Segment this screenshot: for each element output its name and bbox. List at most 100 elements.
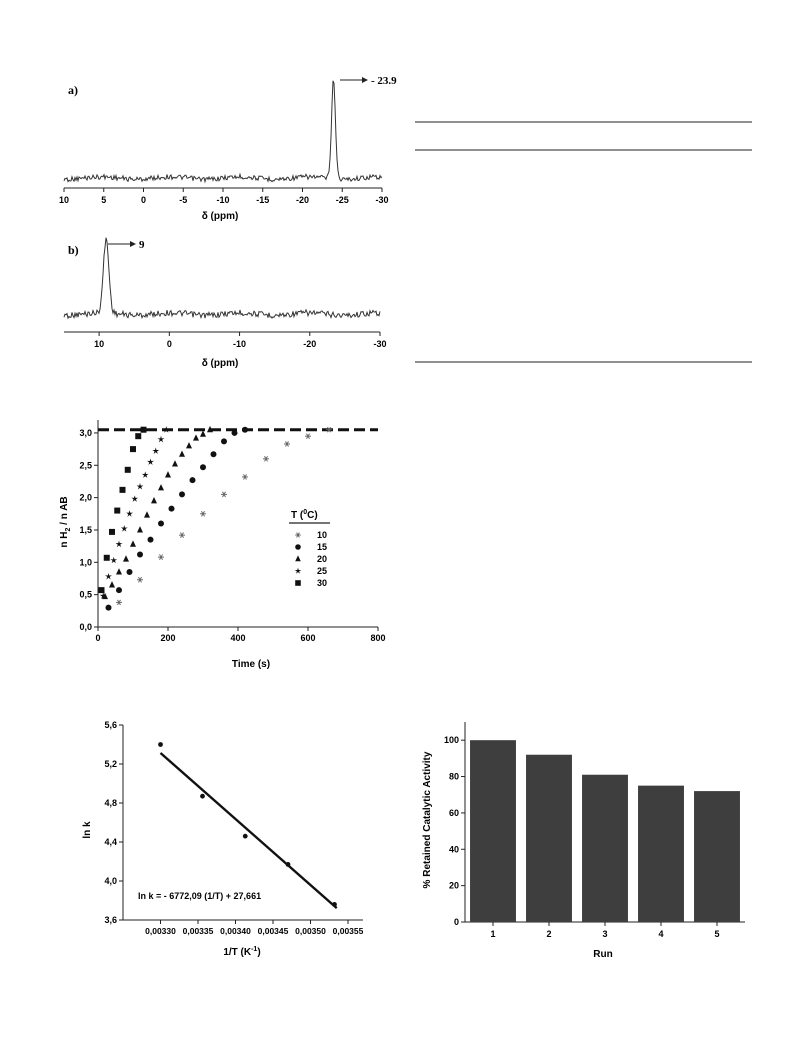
- asterisk-stroke: [306, 433, 310, 440]
- y-tick-label: 40: [449, 844, 459, 854]
- data-point-triangle: [130, 540, 136, 547]
- y-tick-label: 0,5: [79, 590, 92, 600]
- arrhenius-plot: 0,00330 0,00335 0,00340 0,00345 0,00350 0,003…: [82, 720, 364, 958]
- legend-label-10: 10: [317, 530, 327, 540]
- y-tick-label: 60: [449, 808, 459, 818]
- y-tick-label: 20: [449, 881, 459, 891]
- nmr-b-trace: [63, 237, 381, 320]
- data-point-circle: [242, 426, 248, 433]
- x-tick-label: 600: [300, 633, 315, 643]
- data-point-triangle: [151, 497, 157, 504]
- data-point-asterisk: [158, 554, 164, 560]
- data-point-circle: [200, 793, 205, 799]
- nmr-xtick-label: -30: [373, 339, 386, 349]
- data-point-star: [115, 540, 123, 548]
- data-point-circle: [285, 862, 291, 867]
- data-point-square: [130, 446, 136, 453]
- data-point-square: [119, 486, 126, 493]
- data-point-circle: [210, 451, 217, 458]
- data-point-star: [136, 483, 144, 490]
- nmr-a-xticks: 10 5 0 -5 -10 -15 -20 -25 -30: [59, 188, 389, 205]
- nmr-xtick-label: 10: [59, 195, 69, 205]
- asterisk-stroke: [327, 426, 331, 433]
- data-point-asterisk: [284, 441, 290, 447]
- x-tick-label: 3: [602, 929, 607, 939]
- data-point-triangle: [193, 434, 199, 441]
- y-tick-label: 1,5: [79, 525, 92, 535]
- nmr-xtick-label: -20: [296, 195, 309, 205]
- data-point-star: [147, 458, 154, 465]
- x-tick-label: 0,00335: [183, 926, 214, 936]
- x-tick-label: 200: [160, 633, 175, 643]
- x-tick-label: 0,00330: [145, 926, 176, 936]
- data-point-circle: [126, 569, 133, 576]
- arrhenius-axes: 0,00330 0,00335 0,00340 0,00345 0,00350 0,003…: [104, 720, 363, 936]
- x-tick-label: 0: [95, 633, 100, 643]
- arrhenius-equation: ln k = - 6772,09 (1/T) + 27,661: [138, 891, 261, 901]
- data-point-circle: [231, 429, 238, 436]
- data-point-circle: [158, 742, 163, 747]
- data-point-circle: [147, 536, 154, 543]
- data-point-star: [294, 567, 302, 574]
- data-point-square: [98, 587, 105, 594]
- arrhenius-xlabel: 1/T (K-1): [223, 946, 260, 958]
- h2-legend-title: T (0C): [291, 509, 318, 521]
- data-point-asterisk: [305, 433, 311, 440]
- bar-ylabel: % Retained Catalytic Activity: [422, 751, 433, 888]
- y-tick-label: 0: [454, 917, 459, 927]
- y-tick-label: 4,0: [104, 876, 117, 886]
- nmr-b-annotation-text: 9: [139, 239, 145, 251]
- h2-legend: T (0C) 10 15 20 25 30: [289, 509, 330, 588]
- bar-xlabel: Run: [593, 949, 612, 960]
- data-point-star: [157, 435, 165, 443]
- nmr-xtick-label: -30: [375, 195, 388, 205]
- y-tick-label: 4,8: [104, 798, 117, 808]
- nmr-xtick-label: 10: [94, 339, 104, 349]
- data-point-triangle: [137, 526, 143, 533]
- asterisk-stroke: [180, 532, 184, 538]
- data-point-triangle: [165, 471, 171, 478]
- legend-label-20: 20: [317, 554, 327, 564]
- bar-run-1: [470, 740, 516, 922]
- nmr-a-label: a): [68, 83, 78, 97]
- x-tick-label: 400: [230, 633, 245, 643]
- x-tick-label: 4: [658, 929, 663, 939]
- data-point-triangle: [123, 555, 129, 562]
- arrhenius-ylabel: ln k: [82, 821, 93, 839]
- nmr-xtick-label: -10: [233, 339, 246, 349]
- bar-run-2: [526, 754, 572, 922]
- data-point-asterisk: [326, 426, 332, 433]
- y-tick-label: 5,6: [104, 720, 117, 730]
- y-tick-label: 0,0: [79, 622, 92, 632]
- x-tick-label: 0,00345: [258, 926, 289, 936]
- data-point-asterisk: [263, 455, 269, 462]
- data-point-circle: [105, 604, 112, 611]
- data-point-circle: [221, 438, 227, 445]
- data-point-triangle: [295, 555, 301, 562]
- y-tick-label: 1,0: [79, 557, 92, 567]
- bar-run-4: [638, 785, 684, 922]
- nmr-b-label: b): [68, 243, 79, 257]
- data-point-asterisk: [295, 532, 301, 538]
- nmr-a-xlabel: δ (ppm): [202, 211, 239, 222]
- arrhenius-marks: [158, 742, 338, 910]
- data-point-star: [141, 471, 149, 478]
- nmr-xtick-label: -25: [336, 195, 349, 205]
- legend-label-25: 25: [317, 566, 327, 576]
- fit-line: [159, 752, 338, 910]
- nmr-b-annotation: 9: [108, 239, 145, 251]
- legend-label-30: 30: [317, 578, 327, 588]
- nmr-spectrum-a: a) - 23.9 10 5 0 -5 -10 -15 -20 -25 -30 δ (ppm): [59, 75, 397, 222]
- data-point-triangle: [186, 442, 192, 449]
- x-tick-label: 0,00340: [220, 926, 251, 936]
- data-point-asterisk: [242, 474, 248, 480]
- nmr-a-annotation: - 23.9: [340, 75, 397, 87]
- x-tick-label: 0,00350: [295, 926, 326, 936]
- data-point-square: [109, 528, 115, 535]
- nmr-b-xlabel: δ (ppm): [202, 358, 239, 369]
- h2-axes: 0 200 400 600 800 0,0 0,5 1,0 1,5 2,0 2,5 3,0: [79, 420, 386, 643]
- nmr-xtick-label: -20: [303, 339, 316, 349]
- data-point-triangle: [116, 568, 122, 575]
- asterisk-stroke: [243, 474, 247, 480]
